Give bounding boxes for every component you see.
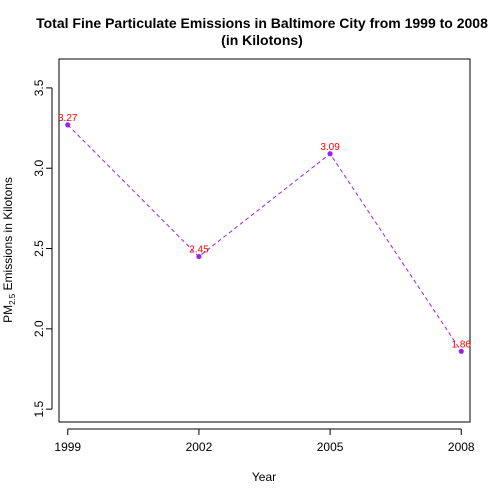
data-label: 1.86	[452, 339, 472, 350]
y-axis-label-subscript: 2.5	[8, 293, 17, 305]
series-line	[67, 124, 462, 352]
data-label: 3.09	[320, 142, 340, 153]
x-tick-label: 2005	[317, 440, 344, 454]
y-axis-label: PM2.5 Emissions in Kilotons	[1, 177, 17, 323]
chart-subtitle: (in Kilotons)	[221, 32, 303, 48]
y-tick-label: 3.5	[32, 79, 46, 96]
series-emissions: 3.27 2.45 3.09 1.86	[58, 113, 471, 354]
y-axis-label-prefix: PM	[1, 305, 15, 323]
data-point	[458, 348, 464, 354]
plot-frame	[58, 58, 471, 423]
data-point	[65, 122, 71, 128]
x-axis: 1999 2002 2005 2008	[54, 428, 475, 454]
x-tick-label: 2008	[448, 440, 475, 454]
data-label: 3.27	[58, 113, 78, 124]
y-tick-label: 3.0	[32, 160, 46, 177]
chart-title: Total Fine Particulate Emissions in Balt…	[36, 15, 488, 31]
x-tick-label: 2002	[186, 440, 213, 454]
data-point	[196, 253, 202, 260]
y-tick-label: 2.5	[32, 240, 46, 257]
x-axis-label: Year	[252, 470, 276, 484]
data-point	[327, 151, 333, 157]
y-tick-label: 2.0	[32, 320, 46, 337]
data-label: 2.45	[189, 245, 209, 256]
y-tick-label: 1.5	[32, 400, 46, 417]
x-tick-label: 1999	[54, 440, 81, 454]
y-axis-label-suffix: Emissions in Kilotons	[1, 177, 15, 294]
y-axis: 1.5 2.0 2.5 3.0 3.5	[32, 79, 53, 417]
